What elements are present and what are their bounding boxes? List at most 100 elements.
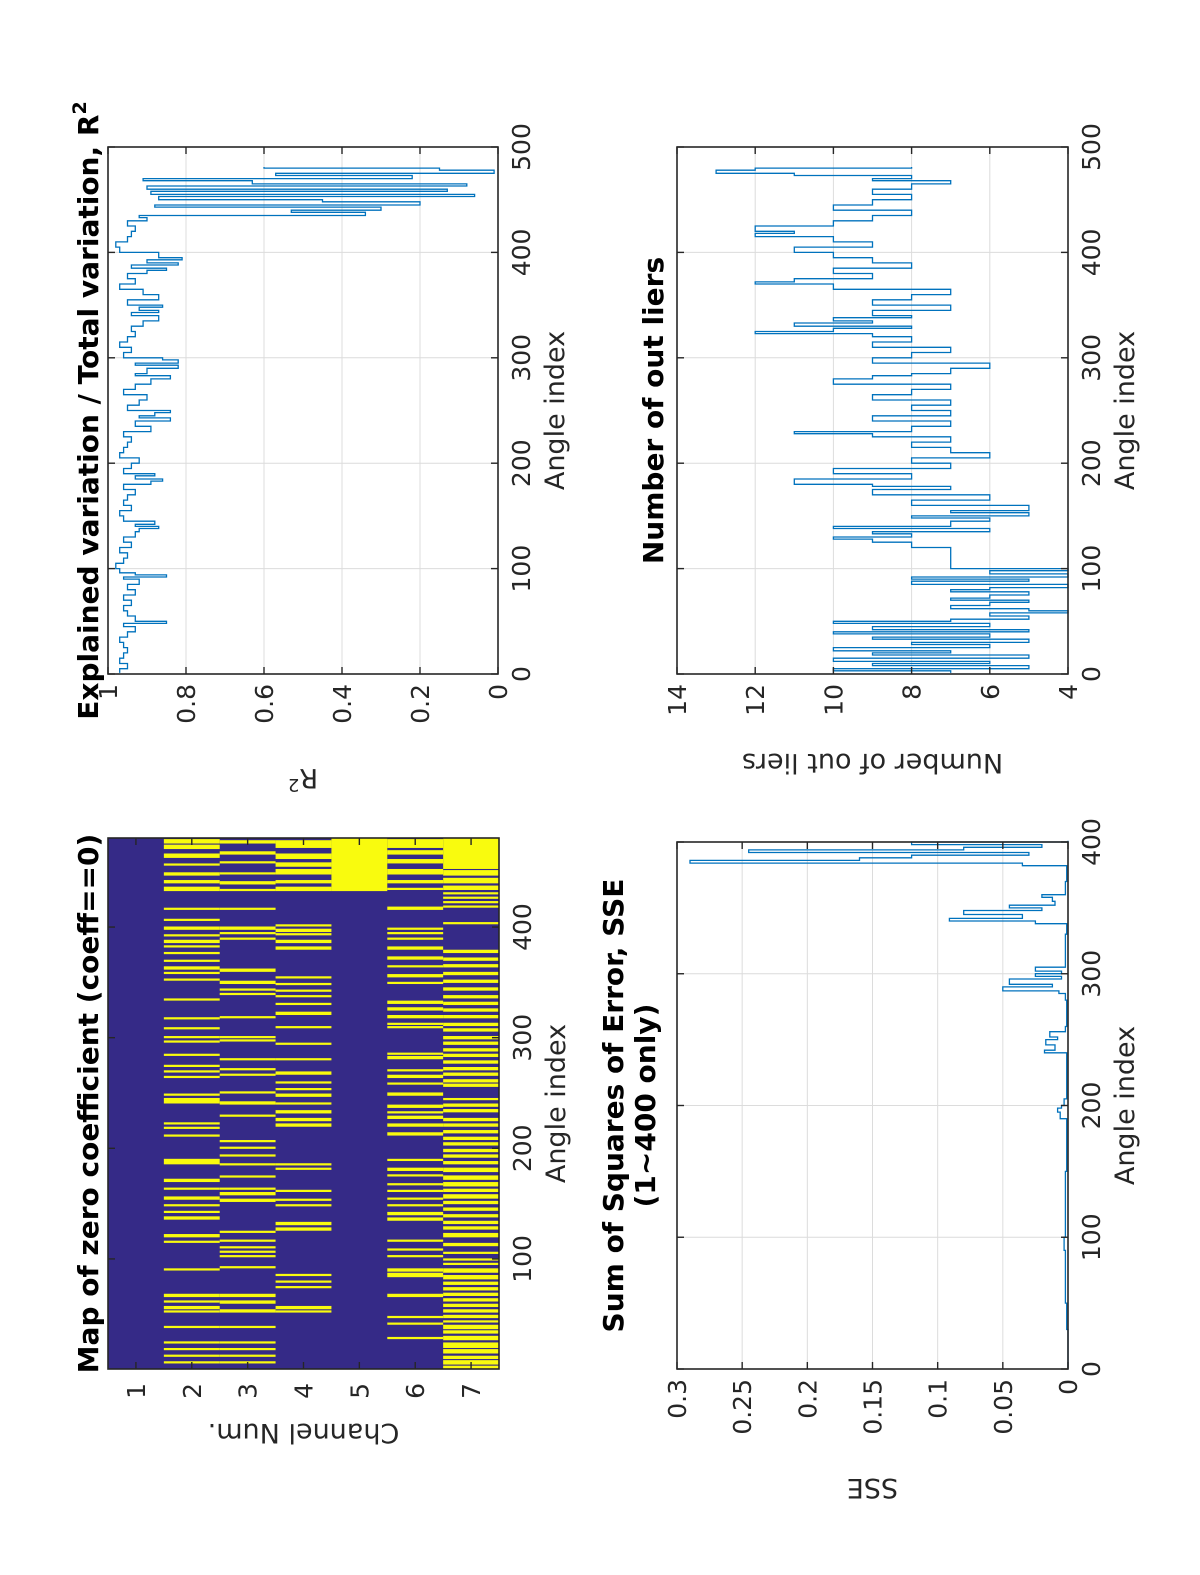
outliers-series-line xyxy=(715,167,1069,673)
heatmap-cell-zero xyxy=(275,1305,332,1310)
outliers-axis-box xyxy=(676,146,1069,675)
heatmap-cell-zero xyxy=(387,932,444,935)
y-tick-label: 6 xyxy=(976,684,1005,700)
y-tick-label: 12 xyxy=(741,684,770,716)
heatmap-cell-zero xyxy=(443,1079,499,1083)
heatmap-cell-zero xyxy=(443,1298,499,1302)
x-tick-label: 300 xyxy=(1077,950,1106,998)
heatmap-cell-zero xyxy=(443,1142,499,1146)
y-tick-label: 7 xyxy=(457,1383,486,1399)
heatmap-cell-zero xyxy=(387,1158,444,1162)
heatmap-cell-zero xyxy=(443,1349,499,1354)
heatmap-cell-zero xyxy=(387,887,444,890)
heatmap-cell-zero xyxy=(387,1007,444,1011)
heatmap-cell-zero xyxy=(443,1066,499,1071)
heatmap-cell-zero xyxy=(387,880,444,884)
heatmap-cell-zero xyxy=(163,934,220,937)
heatmap-cell-zero xyxy=(443,949,499,954)
heatmap-cell-zero xyxy=(443,1342,499,1348)
heatmap-cell-zero xyxy=(219,1163,276,1166)
heatmap-cell-zero xyxy=(163,966,220,970)
heatmap-cell-zero xyxy=(387,906,444,910)
heatmap-cell-zero xyxy=(219,992,276,996)
heatmap-cell-zero xyxy=(219,1091,276,1094)
heatmap-cell-zero xyxy=(387,1322,444,1325)
heatmap-cell-zero xyxy=(275,1002,332,1006)
heatmap-cell-zero xyxy=(443,1103,499,1107)
heatmap-cell-zero xyxy=(163,951,220,955)
heatmap-cell-zero xyxy=(163,1240,220,1243)
heatmap-cell-zero xyxy=(443,1287,499,1291)
x-tick-label: 100 xyxy=(507,545,536,593)
heatmap-cell-zero xyxy=(219,872,276,875)
heatmap-cell-zero xyxy=(443,1097,499,1101)
heatmap-cell-zero xyxy=(219,932,276,935)
heatmap-cell-zero xyxy=(219,1250,276,1253)
heatmap-cell-zero xyxy=(163,1305,220,1310)
heatmap-cell-zero xyxy=(163,1027,220,1030)
heatmap-cell-zero xyxy=(443,905,499,908)
heatmap-cell-zero xyxy=(443,1274,499,1280)
heatmap-cell-zero xyxy=(275,880,332,884)
heatmap-cell-zero xyxy=(219,861,276,864)
heatmap-cell-zero xyxy=(443,1226,499,1230)
y-tick-label: 0.25 xyxy=(728,1379,757,1435)
heatmap-cell-zero xyxy=(443,1175,499,1180)
heatmap-cell-zero xyxy=(387,1069,444,1072)
heatmap-cell-zero xyxy=(443,1041,499,1045)
heatmap-cell-zero xyxy=(219,1230,276,1233)
r2-title-superscript: 2 xyxy=(69,101,91,114)
heatmap-cell-zero xyxy=(163,998,220,1001)
heatmap-cell-zero xyxy=(443,877,499,884)
heatmap-cell-zero xyxy=(387,981,444,985)
x-tick-label: 400 xyxy=(508,903,537,951)
r2-axis-box xyxy=(107,146,499,675)
heatmap-cell-zero xyxy=(219,907,276,910)
heatmap-cell-zero xyxy=(443,1220,499,1225)
x-tick-label: 100 xyxy=(508,1235,537,1283)
x-tick-label: 100 xyxy=(1077,1213,1106,1261)
heatmap-cell-zero xyxy=(387,927,444,930)
heatmap-cell-zero xyxy=(219,1036,276,1039)
heatmap-cell-zero xyxy=(275,939,332,944)
y-tick-label: 0.05 xyxy=(989,1379,1018,1435)
heatmap-cell-zero xyxy=(219,1246,276,1249)
heatmap-cell-zero xyxy=(443,1314,499,1319)
heatmap-cell-zero xyxy=(443,1232,499,1238)
sse-ticks: 0 100 200 300 400 0 0.05 0.1 0.15 0.2 0.25 0.3 xyxy=(663,818,1106,1435)
heatmap-cell-zero xyxy=(275,1093,332,1097)
y-tick-label: 0.1 xyxy=(924,1379,953,1419)
heatmap-cell-zero xyxy=(387,1315,444,1319)
heatmap-cell-zero xyxy=(443,1109,499,1113)
r2-axes: 0 100 200 300 400 500 0 0.2 0.4 0.6 0.8 1 Explained… xyxy=(69,101,571,795)
heatmap-cell-zero xyxy=(387,1132,444,1136)
x-tick-label: 300 xyxy=(1077,334,1106,382)
heatmap-cell-zero xyxy=(387,1211,444,1216)
sse-series-line xyxy=(689,840,1069,1368)
heatmap-cell-zero xyxy=(163,1196,220,1200)
heatmap-cell-zero xyxy=(275,928,332,933)
heatmap-cell-zero xyxy=(443,1053,499,1058)
heatmap-cell-zero xyxy=(219,1058,276,1061)
heatmap-cell-zero xyxy=(275,995,332,998)
heatmap-cell-zero xyxy=(275,1189,332,1192)
heatmap-cell-zero xyxy=(163,1134,220,1137)
heatmap-cell-zero xyxy=(443,1060,499,1064)
heatmap-cell-zero xyxy=(163,1070,220,1073)
outliers-ticks: 0 100 200 300 400 500 4 6 8 10 12 14 xyxy=(663,123,1106,716)
heatmap-cell-zero xyxy=(275,862,332,867)
x-tick-label: 400 xyxy=(507,229,536,277)
heatmap-cell-zero xyxy=(163,978,220,981)
heatmap-cell-zero xyxy=(275,1221,332,1226)
r2-ylabel-text: R xyxy=(299,762,318,793)
r2-title-text: Explained variation / Total variation, R xyxy=(72,115,105,720)
x-tick-label: 500 xyxy=(507,123,536,171)
heatmap-cell-zero xyxy=(387,1000,444,1004)
y-tick-label: 1 xyxy=(94,684,123,700)
heatmap-cell-zero xyxy=(275,1071,332,1075)
heatmap-cell-zero xyxy=(275,933,332,936)
x-tick-label: 0 xyxy=(1077,1361,1106,1377)
heatmap-cell-zero xyxy=(163,1187,220,1190)
heatmap-cell-zero xyxy=(387,1248,444,1251)
